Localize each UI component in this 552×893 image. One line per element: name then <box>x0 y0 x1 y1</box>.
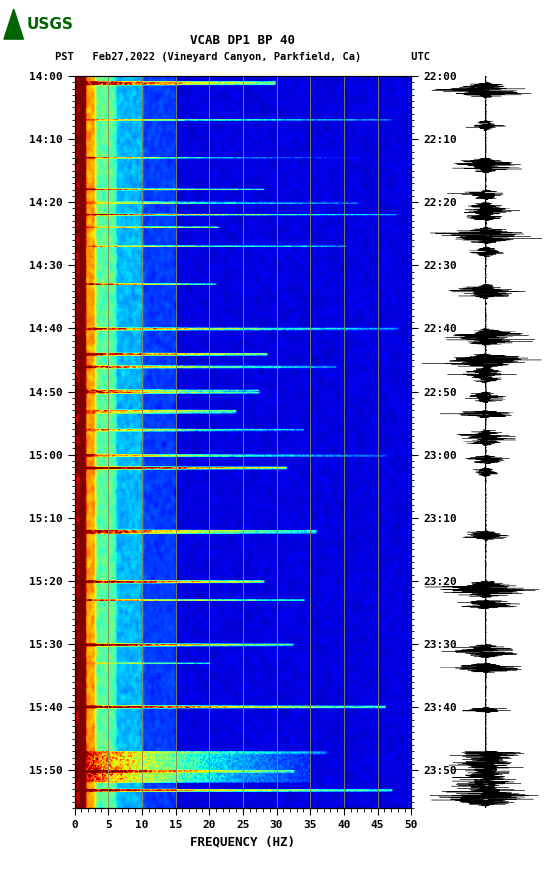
Text: PST   Feb27,2022 (Vineyard Canyon, Parkfield, Ca)        UTC: PST Feb27,2022 (Vineyard Canyon, Parkfie… <box>55 52 431 62</box>
Polygon shape <box>4 9 23 39</box>
X-axis label: FREQUENCY (HZ): FREQUENCY (HZ) <box>190 836 295 848</box>
Text: VCAB DP1 BP 40: VCAB DP1 BP 40 <box>190 34 295 47</box>
Text: USGS: USGS <box>27 17 74 31</box>
